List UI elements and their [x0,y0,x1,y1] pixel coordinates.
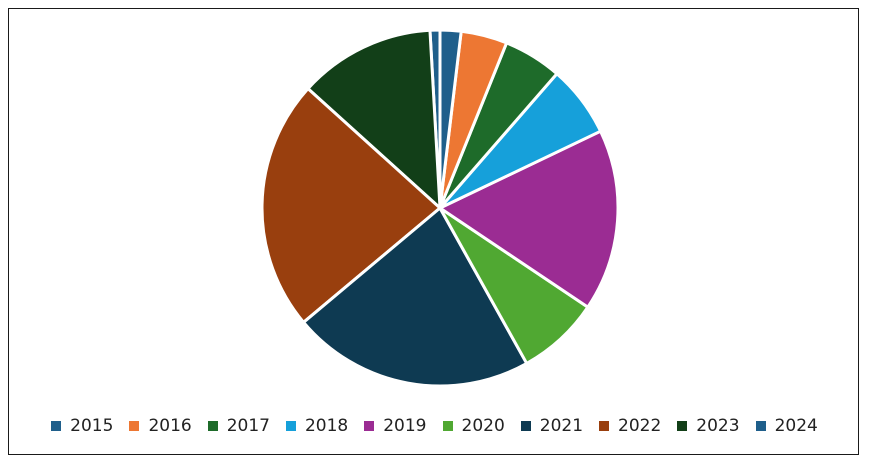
legend-item-2020: 2020 [442,416,505,436]
legend-label-2015: 2015 [70,416,114,436]
legend-item-2021: 2021 [520,416,584,436]
legend-item-2019: 2019 [364,416,427,436]
legend-swatch-2019 [364,421,375,431]
pie-slice-2019 [438,129,620,309]
legend-swatch-2018 [285,421,296,431]
legend-swatch-2020 [442,421,453,431]
pie-slice-2021 [302,206,529,388]
legend-label-2016: 2016 [148,416,192,436]
legend-label-2024: 2024 [774,416,818,436]
legend-swatch-2022 [599,421,610,431]
pie-slice-2023 [306,28,442,210]
legend-item-2017: 2017 [207,416,270,436]
legend-item-2022: 2022 [599,416,661,436]
legend-item-2018: 2018 [285,416,349,436]
chart-legend: 2015 2016 2017 2018 2019 2020 2021 2022 2023 2024 [0,414,869,438]
legend-swatch-2016 [129,421,140,431]
legend-label-2020: 2020 [461,416,505,436]
legend-label-2017: 2017 [226,416,270,436]
legend-label-2022: 2022 [618,416,662,436]
legend-item-2015: 2015 [51,416,113,436]
legend-item-2024: 2024 [755,416,818,436]
pie-slice-2022 [260,87,442,324]
legend-item-2016: 2016 [129,416,192,436]
legend-label-2021: 2021 [539,416,584,436]
legend-label-2018: 2018 [304,416,349,436]
legend-swatch-2021 [520,421,531,431]
legend-swatch-2023 [677,421,688,431]
legend-label-2023: 2023 [696,416,740,436]
legend-label-2019: 2019 [383,416,427,436]
legend-swatch-2024 [755,421,766,431]
legend-swatch-2015 [51,421,62,431]
pie-slice-2015 [438,28,463,210]
legend-item-2023: 2023 [677,416,740,436]
legend-swatch-2017 [207,421,218,431]
